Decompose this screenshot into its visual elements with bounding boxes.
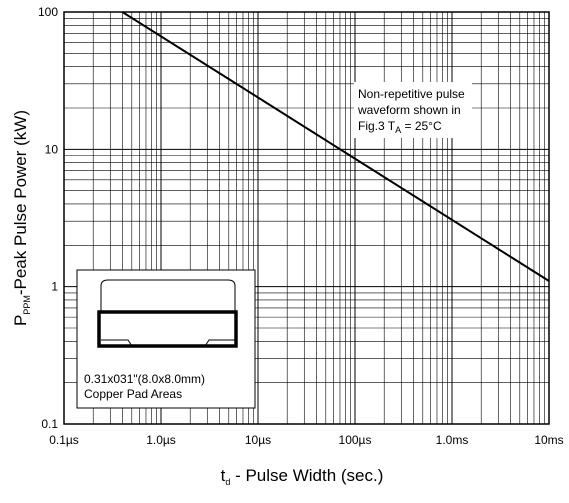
conditions-line-2: waveform shown in	[357, 103, 461, 117]
x-axis-label: td - Pulse Width (sec.)	[221, 466, 384, 487]
y-tick-label: 10	[45, 142, 59, 156]
package-label-line-2: Copper Pad Areas	[84, 387, 182, 401]
series-line-0	[121, 11, 550, 282]
package-outline-icon	[97, 279, 238, 348]
x-tick-label: 10µs	[245, 433, 271, 447]
package-inset: 0.31x031"(8.0x8.0mm) Copper Pad Areas	[76, 269, 256, 409]
series-layer	[121, 11, 550, 282]
x-tick-label: 10ms	[534, 433, 563, 447]
x-tick-label: 0.1µs	[49, 433, 79, 447]
conditions-line-1: Non-repetitive pulse	[358, 87, 465, 101]
y-tick-label: 100	[38, 5, 58, 19]
plot-frame	[63, 11, 550, 425]
y-tick-label: 1	[51, 280, 58, 294]
x-tick-label: 1.0µs	[146, 433, 176, 447]
x-tick-label: 1.0ms	[436, 433, 469, 447]
y-tick-label: 0.1	[41, 417, 58, 431]
package-label-line-1: 0.31x031"(8.0x8.0mm)	[84, 372, 205, 386]
tick-labels: 0.1µs 1.0µs 10µs 100µs 1.0ms 10ms 0.1 1 10 100	[38, 5, 564, 447]
x-tick-label: 100µs	[339, 433, 372, 447]
conditions-line-3: Fig.3 TA = 25°C	[358, 119, 442, 135]
conditions-annotation: Non-repetitive pulse waveform shown in F…	[354, 82, 472, 138]
y-axis-label: PPPM-Peak Pulse Power (kW)	[11, 110, 32, 326]
